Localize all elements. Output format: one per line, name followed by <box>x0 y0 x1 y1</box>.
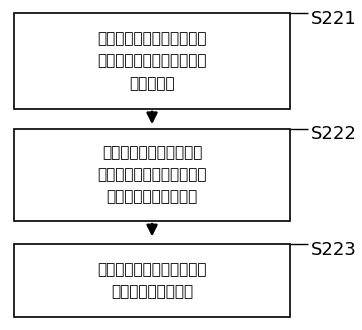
Text: 利用统计结果和第一边沿信
息形成第一参数信息: 利用统计结果和第一边沿信 息形成第一参数信息 <box>97 262 207 299</box>
Text: 统计得幅度直方图、顶端
值、底端值等信息，以及边
沿搜索得第一边沿信息: 统计得幅度直方图、顶端 值、底端值等信息，以及边 沿搜索得第一边沿信息 <box>97 145 207 205</box>
Bar <box>14 13 290 109</box>
Text: S223: S223 <box>311 241 357 259</box>
Bar <box>14 129 290 221</box>
Text: 遍历波形数据，记录波形数
据的幅值，将各数据点存入
测量存储器: 遍历波形数据，记录波形数 据的幅值，将各数据点存入 测量存储器 <box>97 31 207 91</box>
Text: S221: S221 <box>311 10 357 28</box>
Bar <box>14 244 290 317</box>
Text: S222: S222 <box>311 125 357 144</box>
